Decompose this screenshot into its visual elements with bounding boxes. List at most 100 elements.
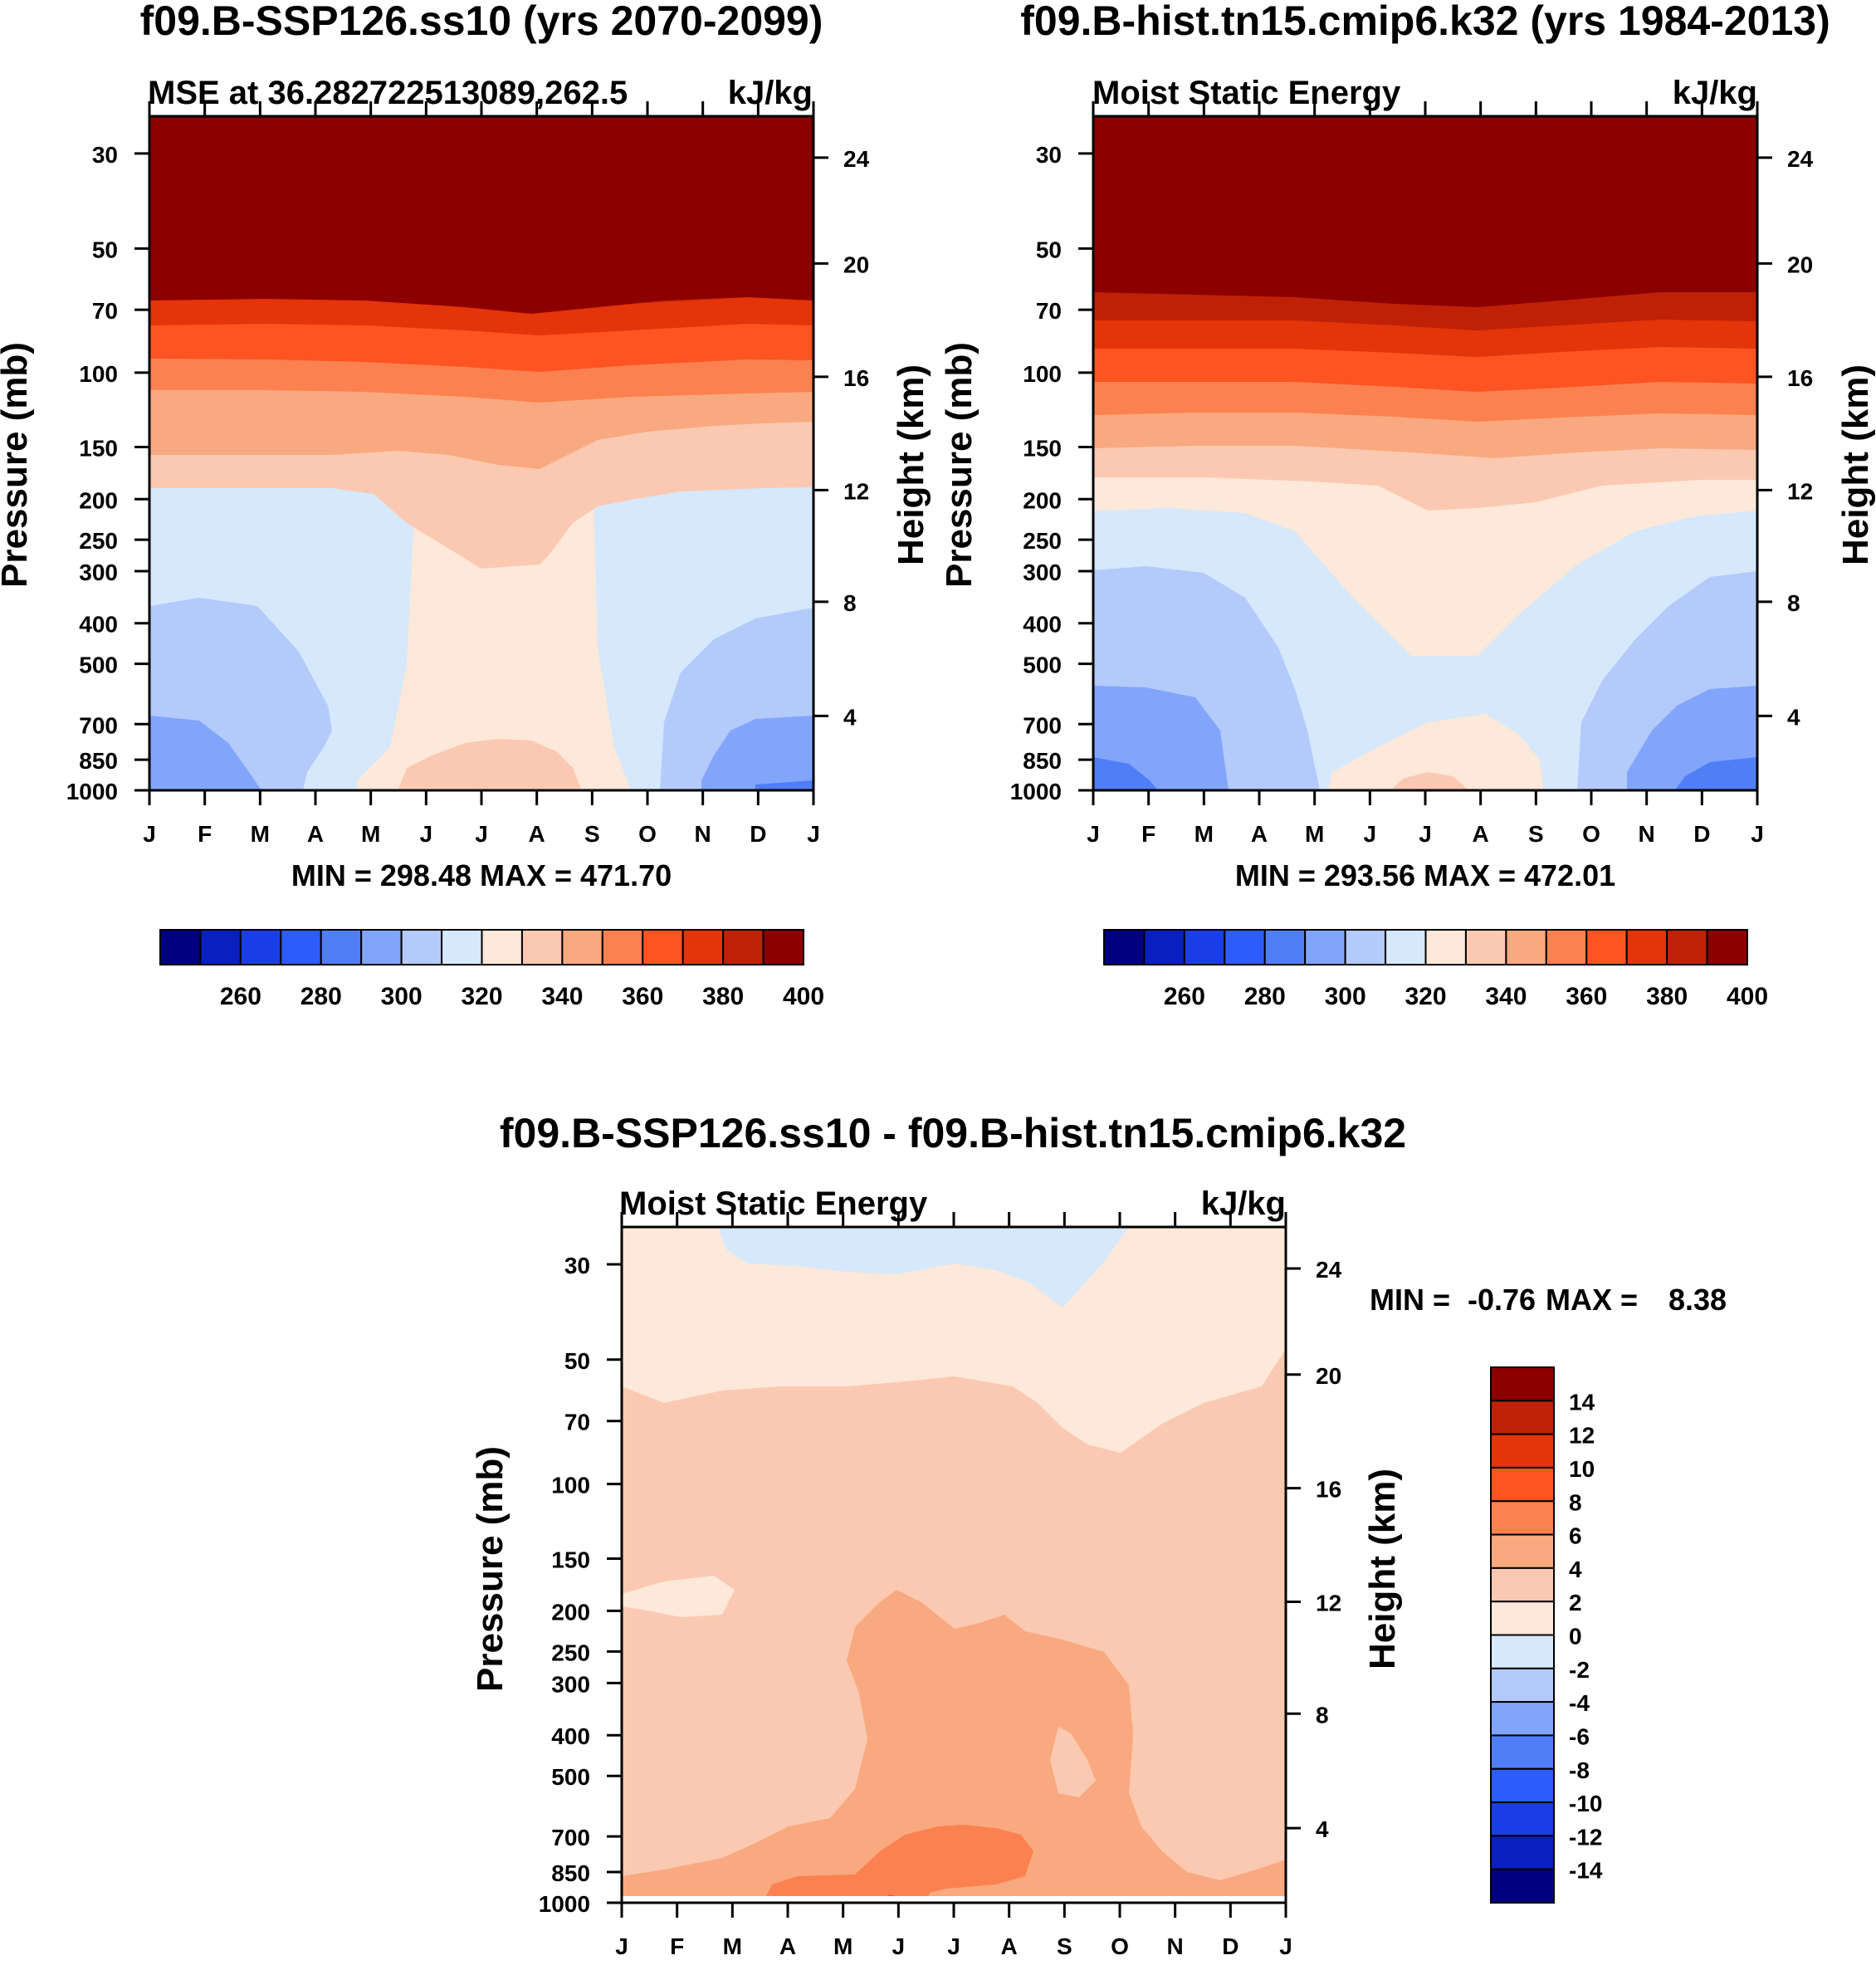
panel2-colorbar-label: 320 (1405, 983, 1446, 1010)
panel2-ytick-label: 500 (1023, 653, 1062, 678)
panel2-colorbar-swatch (1706, 929, 1748, 965)
panel3-xtick-label: O (1111, 1933, 1129, 1959)
panel2-colorbar-label: 340 (1485, 983, 1527, 1010)
panel1-ytick-label: 700 (79, 712, 118, 738)
panel2-ytick-label: 100 (1023, 361, 1062, 387)
panel2-y2label: Height (km) (1835, 364, 1876, 565)
panel3-stats: MIN = -0.76 MAX = 8.38 (1370, 1283, 1727, 1317)
panel1-colorbar-swatch (561, 929, 603, 965)
panel2-colorbar-label: 360 (1566, 983, 1607, 1010)
panel3-subtitle-right: kJ/kg (1201, 1185, 1286, 1222)
panel3-ytick-label: 50 (564, 1348, 590, 1374)
panel3-colorbar-label: 0 (1569, 1624, 1582, 1650)
panel1-xtick-label: F (198, 821, 212, 847)
panel3-colorbar-label: 6 (1569, 1523, 1582, 1549)
panel1-colorbar-swatch (520, 929, 564, 965)
panel2-stats: MIN = 293.56 MAX = 472.01 (1235, 858, 1615, 892)
panel3-colorbar-swatch (1490, 1767, 1555, 1804)
panel1-colorbar-swatch (642, 929, 684, 965)
panel2-y2tick-label: 16 (1787, 365, 1813, 391)
panel2-colorbar-swatch (1625, 929, 1668, 965)
panel3-band-surface-white (622, 1896, 1286, 1903)
panel2-xtick-label: D (1693, 821, 1710, 847)
panel3-xtick-label: J (615, 1933, 628, 1959)
panel2-colorbar-label: 400 (1727, 983, 1768, 1010)
panel1-xtick-label: J (807, 821, 820, 847)
panel1-ytick-label: 50 (92, 237, 118, 262)
panel2-band-290-left (1093, 757, 1158, 790)
panel2-band-400 (1093, 116, 1757, 307)
panel1-colorbar-label: 360 (622, 983, 663, 1010)
panel3-xtick-label: F (670, 1933, 684, 1959)
panel3-colorbar-swatch (1490, 1634, 1555, 1669)
panel3-stats-max-label: MAX = (1546, 1283, 1638, 1317)
panel2-xtick-label: J (1087, 821, 1100, 847)
panel2-xtick-label: O (1582, 821, 1600, 847)
panel3-xtick-label: M (723, 1933, 742, 1959)
panel-ssp126: f09.B-SSP126.ss10 (yrs 2070-2099) MSE at… (0, 0, 931, 1010)
panel2-xtick-label: M (1305, 821, 1324, 847)
panel1-ytick-label: 300 (79, 560, 118, 585)
panel3-colorbar-label: -10 (1569, 1791, 1602, 1816)
panel1-title: f09.B-SSP126.ss10 (yrs 2070-2099) (140, 0, 823, 44)
panel1-colorbar-swatch (722, 929, 765, 965)
panel3-colorbar-swatch (1490, 1868, 1555, 1904)
panel3-xtick-label: A (779, 1933, 796, 1959)
panel2-colorbar: 260 280 300 320 340 360 380 400 (1103, 929, 1768, 1010)
panel1-stats: MIN = 298.48 MAX = 471.70 (291, 858, 672, 892)
panel2-plot-area (1092, 115, 1759, 792)
panel1-xtick-label: N (695, 821, 711, 847)
panel1-band-300-right (701, 716, 813, 790)
panel2-ytick-label: 1000 (1010, 779, 1062, 804)
panel3-axes: J F M A M J J A S O N D J 30 50 70 100 150 200 250 300 400 500… (539, 1212, 1342, 1959)
panel2-colorbar-swatch (1385, 929, 1427, 965)
panel1-colorbar-swatch (762, 929, 804, 965)
panel1-colorbar-label: 280 (300, 983, 342, 1010)
panel1-xtick-label: A (307, 821, 324, 847)
panel1-colorbar-swatch (320, 929, 363, 965)
panel2-colorbar-swatch (1263, 929, 1307, 965)
panel3-band-4to6 (622, 1590, 1286, 1903)
panel3-colorbar-swatch (1490, 1567, 1555, 1603)
panel2-xtick-label: M (1194, 821, 1214, 847)
panel3-colorbar-label: 12 (1569, 1423, 1595, 1449)
panel3-stats-min: -0.76 (1468, 1283, 1536, 1317)
panel1-y2label: Height (km) (891, 364, 931, 565)
panel2-ytick-label: 700 (1023, 712, 1062, 738)
panel2-axes: J F M A M J J A S O N D J 30 50 70 100 150 200 250 300 400 500… (1010, 101, 1814, 847)
panel1-colorbar: 260 280 300 320 340 360 380 400 (159, 929, 824, 1010)
panel3-plot-area (620, 1225, 1287, 1904)
panel3-stats-min-label: MIN = (1370, 1283, 1450, 1317)
panel3-xtick-label: D (1222, 1933, 1238, 1959)
panel1-colorbar-swatch (239, 929, 282, 965)
panel1-y2tick-label: 20 (843, 252, 869, 277)
panel1-y2tick-label: 4 (843, 704, 857, 730)
panel3-colorbar-swatch (1490, 1601, 1555, 1636)
panel1-y2tick-label: 24 (843, 146, 870, 172)
panel3-xtick-label: J (892, 1933, 906, 1959)
panel3-xtick-label: J (1279, 1933, 1292, 1959)
panel2-colorbar-swatch (1224, 929, 1266, 965)
panel3-subtitle-left: Moist Static Energy (619, 1185, 928, 1222)
panel2-band-340-surface (1390, 772, 1469, 790)
panel3-colorbar-label: -12 (1569, 1824, 1602, 1850)
panel2-ytick-label: 250 (1023, 528, 1062, 554)
panel1-colorbar-swatch (400, 929, 443, 965)
panel3-stats-max: 8.38 (1668, 1283, 1727, 1317)
panel3-ytick-label: 850 (551, 1860, 590, 1886)
panel2-ylabel: Pressure (mb) (939, 342, 980, 588)
panel3-colorbar-label: -6 (1569, 1723, 1590, 1749)
panel3-ytick-label: 1000 (539, 1891, 590, 1917)
panel3-band-0to2-top (622, 1227, 1286, 1453)
panel1-colorbar-swatch (199, 929, 242, 965)
panel1-colorbar-swatch (360, 929, 403, 965)
panel3-colorbar-swatch (1490, 1667, 1555, 1703)
panel3-colorbar-swatch (1490, 1466, 1555, 1503)
panel2-colorbar-swatch (1344, 929, 1387, 965)
panel3-ytick-label: 250 (551, 1640, 590, 1665)
panel3-colorbar-swatch (1490, 1500, 1555, 1536)
panel1-y2tick-label: 16 (843, 365, 869, 391)
panel2-colorbar-label: 280 (1244, 983, 1286, 1010)
panel2-colorbar-swatch (1585, 929, 1628, 965)
